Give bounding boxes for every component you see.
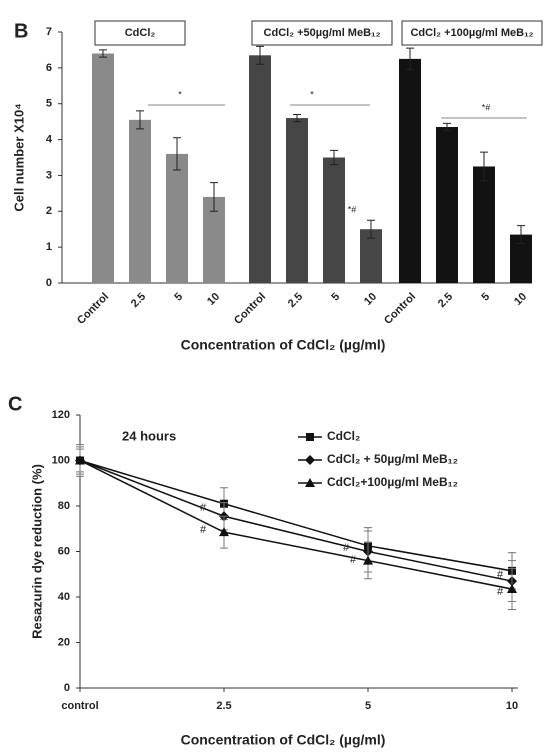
annotation: * [178,89,182,99]
y-tick-label: 6 [46,62,52,74]
annotation: # [497,569,504,581]
legend-label: CdCl₂ [125,27,156,39]
marker [507,584,517,594]
x-tick-label: Control [382,291,418,327]
legend-box [251,20,393,46]
y-tick-label: 80 [58,500,70,512]
x-tick-label: 2.5 [436,291,455,310]
annotation: # [343,542,350,554]
legend-marker [306,433,314,441]
bar [286,118,308,283]
line [79,459,513,572]
y-tick-label: 3 [46,169,52,181]
y-tick-label: 0 [64,682,70,694]
x-axis-label: Concentration of CdCl₂ (µg/ml) [181,337,386,353]
error-bar [480,151,488,182]
legend-box [94,20,186,46]
annotation: # [350,554,357,566]
bar [92,53,114,284]
x-tick-label: 5 [365,700,371,712]
x-tick-label: 10 [506,700,518,712]
x-tick-label: 5 [172,291,185,304]
x-tick-label: 2.5 [129,291,148,310]
marker [363,555,373,565]
error-bar [367,219,375,239]
marker [219,527,229,537]
error-bar [330,149,338,166]
bar [436,127,458,284]
error-bar [293,113,301,123]
bar [399,58,421,284]
legend-label: CdCl₂ + 50µg/ml MeB₁₂ [327,452,458,466]
panel-label: B [14,20,28,42]
error-bar [210,182,218,212]
y-tick-label: 1 [46,241,52,253]
annotation: *# [348,204,357,214]
y-tick-label: 100 [52,454,70,466]
bar [166,153,188,283]
bar [360,229,382,283]
legend-marker [305,455,315,465]
y-axis-label: Resazurin dye reduction (%) [29,464,44,639]
y-tick-label: 20 [58,636,70,648]
x-tick-label: 2.5 [216,700,231,712]
y-tick-label: 7 [46,26,52,38]
legend-marker [305,478,315,487]
bar [510,234,532,283]
x-tick-label: 10 [512,291,529,308]
annotation: * [310,89,314,99]
line [79,459,513,582]
annotation: # [497,586,504,598]
y-tick-label: 5 [46,98,52,110]
y-tick-label: 4 [46,133,53,145]
x-tick-label: Control [232,291,268,327]
line [79,459,513,590]
x-tick-label: control [61,700,98,712]
legend-label: CdCl₂ +50µg/ml MeB₁₂ [264,27,381,39]
annotation: # [200,502,207,514]
bar [249,55,271,283]
annotation: *# [482,102,491,112]
error-bar [136,110,144,130]
marker [75,455,85,465]
x-tick-label: Control [75,291,111,327]
bar [129,119,151,283]
y-tick-label: 60 [58,545,70,557]
error-bar [406,47,414,71]
x-axis-label: Concentration of CdCl₂ (µg/ml) [181,732,386,748]
y-tick-label: 120 [52,409,70,421]
panel-label: C [8,393,22,415]
annotation: 24 hours [122,428,176,443]
legend-label: CdCl₂ [327,429,360,443]
error-bar [443,122,451,132]
annotation: # [200,524,207,536]
x-tick-label: 5 [329,291,342,304]
legend-box [401,20,543,46]
error-bar [517,225,525,245]
error-bar [173,137,181,171]
legend-label: CdCl₂ +100µg/ml MeB₁₂ [410,27,533,39]
legend-label: CdCl₂+100µg/ml MeB₁₂ [327,475,458,489]
x-tick-label: 2.5 [286,291,305,310]
error-bar [99,49,107,58]
x-tick-label: 5 [479,291,492,304]
y-tick-label: 2 [46,205,52,217]
bar [203,196,225,283]
y-tick-label: 40 [58,591,70,603]
x-tick-label: 10 [205,291,222,308]
y-axis-label: Cell number X10⁴ [11,103,26,211]
y-tick-label: 0 [46,277,52,289]
error-bar [256,45,264,65]
bar [323,157,345,283]
bar [473,166,495,283]
x-tick-label: 10 [362,291,379,308]
